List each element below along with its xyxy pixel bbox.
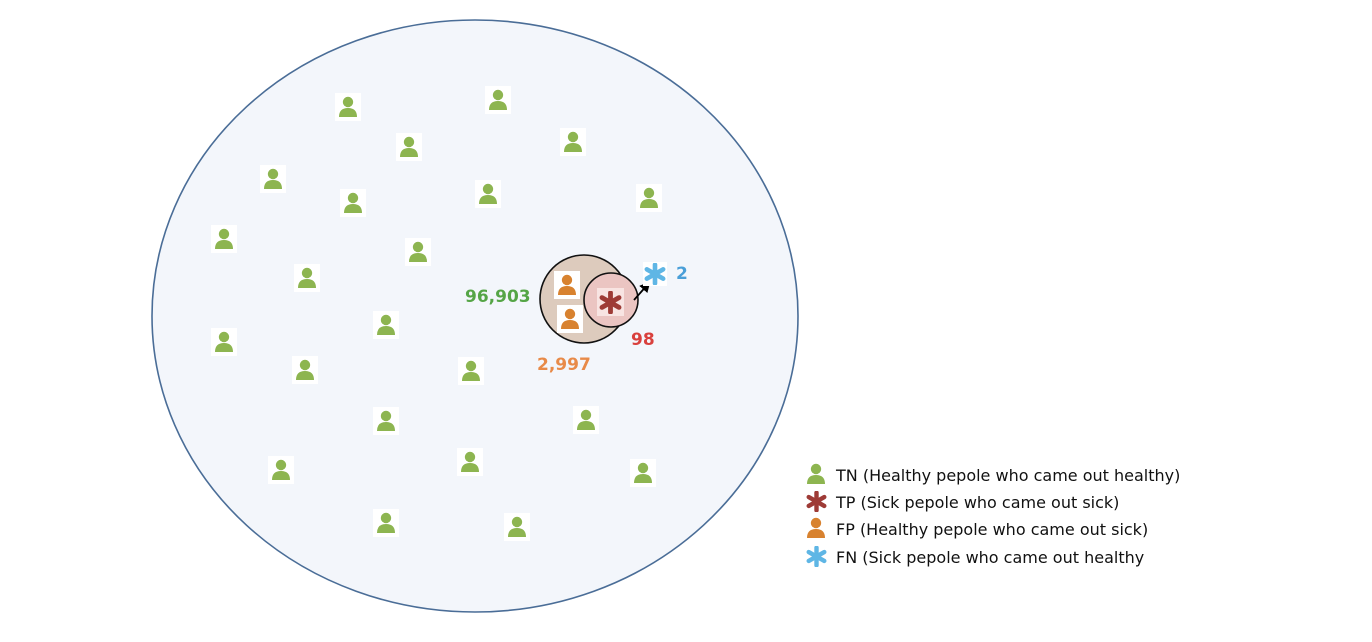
population-ellipse	[151, 19, 799, 613]
tn-person-icon	[458, 357, 484, 385]
tn-person-icon	[475, 180, 501, 208]
tp-asterisk-icon	[809, 493, 825, 511]
legend-label-tp: TP (Sick pepole who came out sick)	[835, 493, 1119, 512]
fp-count-label: 2,997	[537, 355, 591, 375]
tn-person-icon	[211, 225, 237, 253]
tn-person-icon	[340, 189, 366, 217]
legend-item-fn: FN (Sick pepole who came out healthy	[809, 548, 1144, 567]
legend-label-fn: FN (Sick pepole who came out healthy	[836, 548, 1144, 567]
tn-person-icon	[560, 128, 586, 156]
fp-person-icon	[554, 271, 580, 299]
tn-person-icon	[373, 407, 399, 435]
fn-asterisk-icon	[643, 262, 667, 286]
tp-count-label: 98	[631, 330, 655, 350]
tn-person-icon	[335, 93, 361, 121]
legend-label-fp: FP (Healthy pepole who came out sick)	[836, 520, 1148, 539]
tn-person-icon	[211, 328, 237, 356]
tn-icons-group	[211, 86, 662, 541]
legend-label-tn: TN (Healthy pepole who came out healthy)	[835, 466, 1180, 485]
tn-person-icon	[573, 406, 599, 434]
tn-person-icon	[260, 165, 286, 193]
fp-person-icon	[557, 305, 583, 333]
tp-asterisk-icon	[597, 288, 624, 316]
tn-person-icon	[630, 459, 656, 487]
tn-person-icon	[294, 264, 320, 292]
tn-person-icon	[485, 86, 511, 114]
fn-count-label: 2	[676, 264, 688, 284]
tn-person-icon	[807, 463, 825, 484]
tn-person-icon	[373, 509, 399, 537]
legend-item-fp: FP (Healthy pepole who came out sick)	[807, 517, 1148, 539]
tn-person-icon	[405, 238, 431, 266]
legend-item-tp: TP (Sick pepole who came out sick)	[809, 493, 1119, 512]
fn-asterisk-icon	[809, 548, 825, 566]
tn-person-icon	[504, 513, 530, 541]
tn-person-icon	[268, 456, 294, 484]
legend-item-tn: TN (Healthy pepole who came out healthy)	[807, 463, 1180, 485]
tn-person-icon	[457, 448, 483, 476]
legend: TN (Healthy pepole who came out healthy)…	[807, 463, 1180, 567]
tn-person-icon	[292, 356, 318, 384]
fp-person-icon	[807, 517, 825, 538]
tn-person-icon	[636, 184, 662, 212]
tn-person-icon	[373, 311, 399, 339]
tn-person-icon	[396, 133, 422, 161]
tn-count-label: 96,903	[465, 287, 531, 307]
